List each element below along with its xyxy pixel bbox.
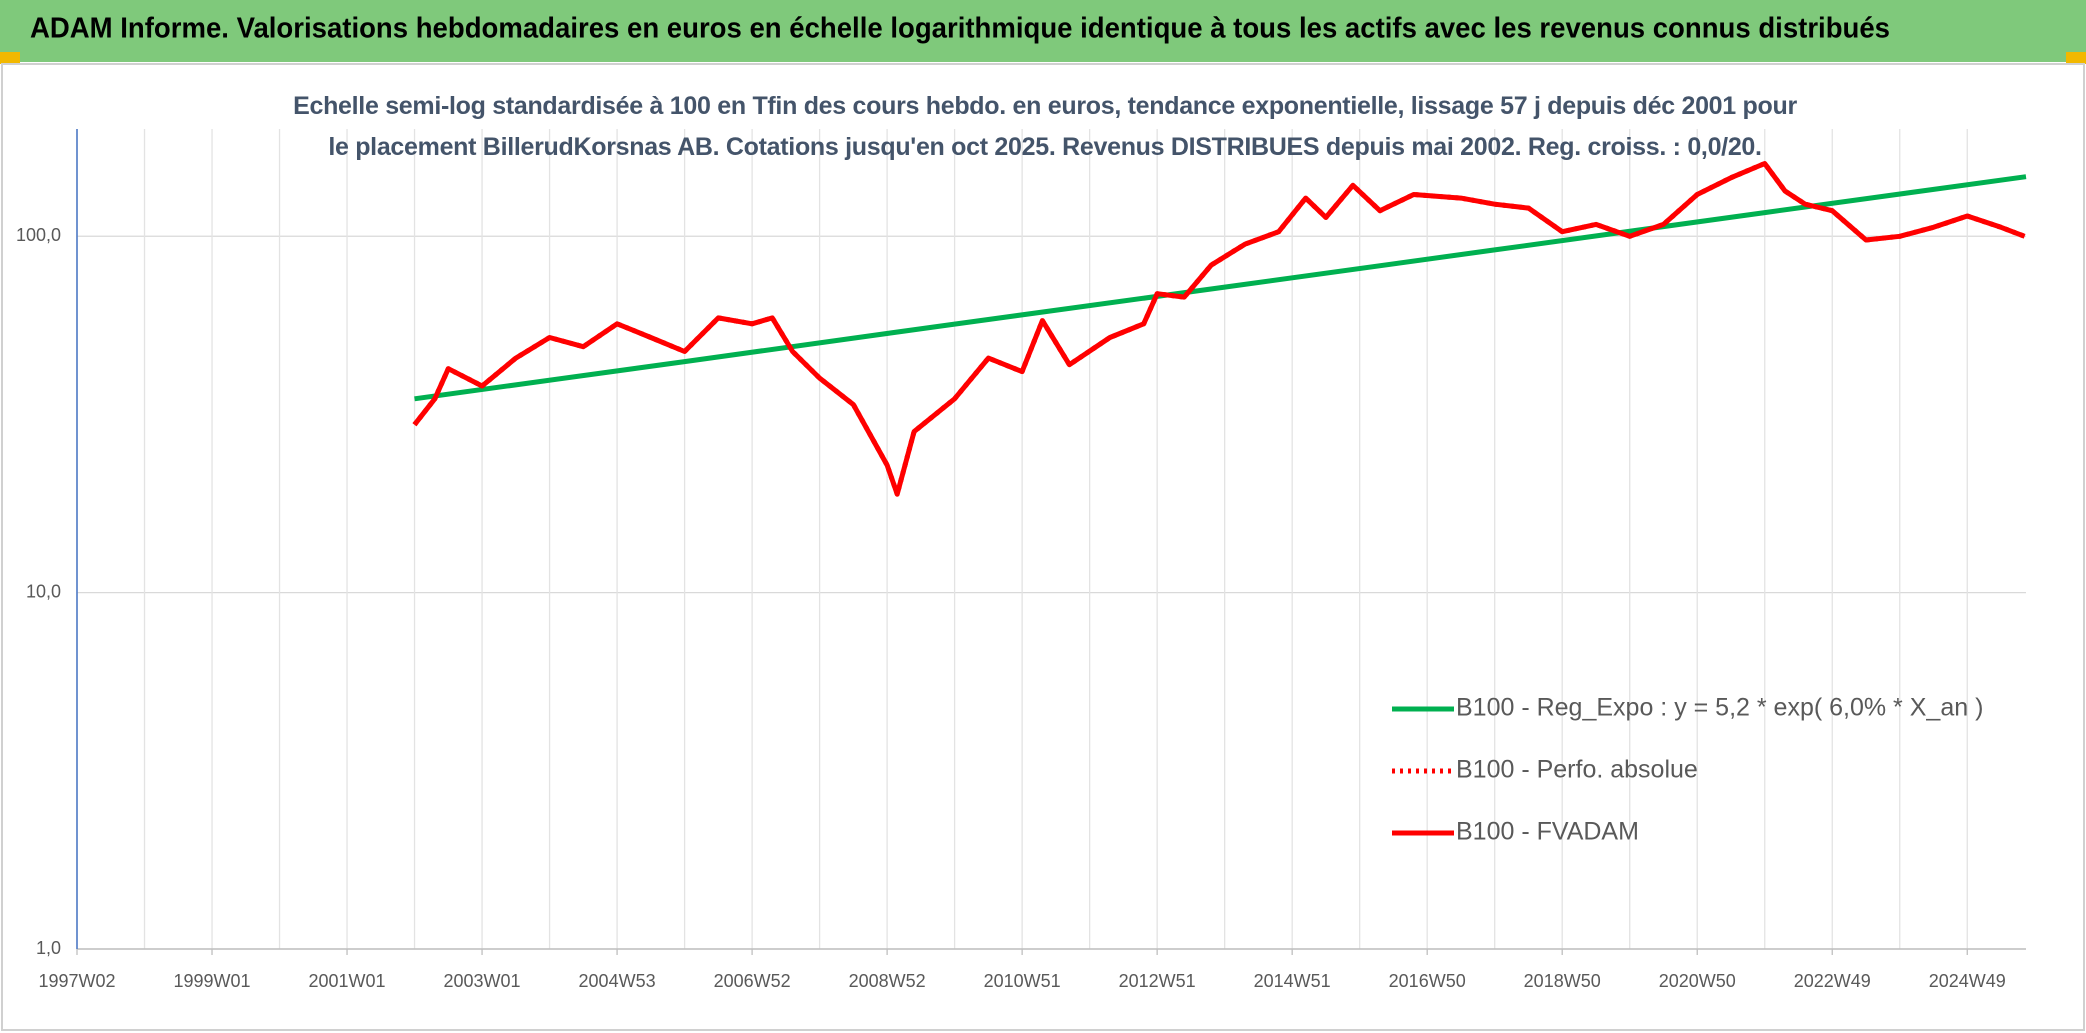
x-tick-label: 2010W51 [984,971,1061,991]
line-series [414,174,2027,402]
x-tick-label: 2016W50 [1389,971,1466,991]
x-tick-label: 2001W01 [309,971,386,991]
x-tick-label: 2018W50 [1524,971,1601,991]
x-tick-label: 2012W51 [1119,971,1196,991]
legend-label: B100 - FVADAM [1456,818,1639,846]
x-tick-label: 1999W01 [173,971,250,991]
x-tick-label: 2020W50 [1659,971,1736,991]
corner [0,52,20,64]
x-tick-label: 1997W02 [38,971,115,991]
y-tick-label: 1,0 [36,938,61,958]
y-tick-label: 10,0 [26,581,61,601]
x-tick-label: 2024W49 [1929,971,2006,991]
line-series [412,161,2026,497]
chart-frame [1,63,2085,1031]
x-tick-label: 2004W53 [579,971,656,991]
x-tick-label: 2008W52 [849,971,926,991]
legend-label: B100 - Perfo. absolue [1456,756,1698,784]
x-tick-label: 2014W51 [1254,971,1331,991]
banner [0,0,2086,62]
x-tick-label: 2003W01 [444,971,521,991]
corner [2066,52,2086,64]
banner-title: ADAM Informe. Valorisations hebdomadaire… [30,13,1890,45]
x-tick-label: 2022W49 [1794,971,1871,991]
x-tick-label: 2006W52 [714,971,791,991]
chart-title: Echelle semi-log standardisée à 100 en T… [293,92,1797,161]
y-tick-label: 100,0 [16,225,61,245]
legend-label: B100 - Reg_Expo : y = 5,2 * exp( 6,0% * … [1456,694,1983,722]
